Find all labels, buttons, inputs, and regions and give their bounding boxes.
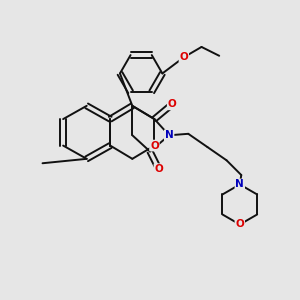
Text: O: O	[154, 164, 163, 174]
Text: O: O	[168, 99, 176, 110]
Text: O: O	[236, 220, 244, 230]
Text: N: N	[165, 130, 173, 140]
Text: N: N	[236, 179, 244, 190]
Text: O: O	[150, 141, 159, 151]
Text: O: O	[179, 52, 188, 62]
